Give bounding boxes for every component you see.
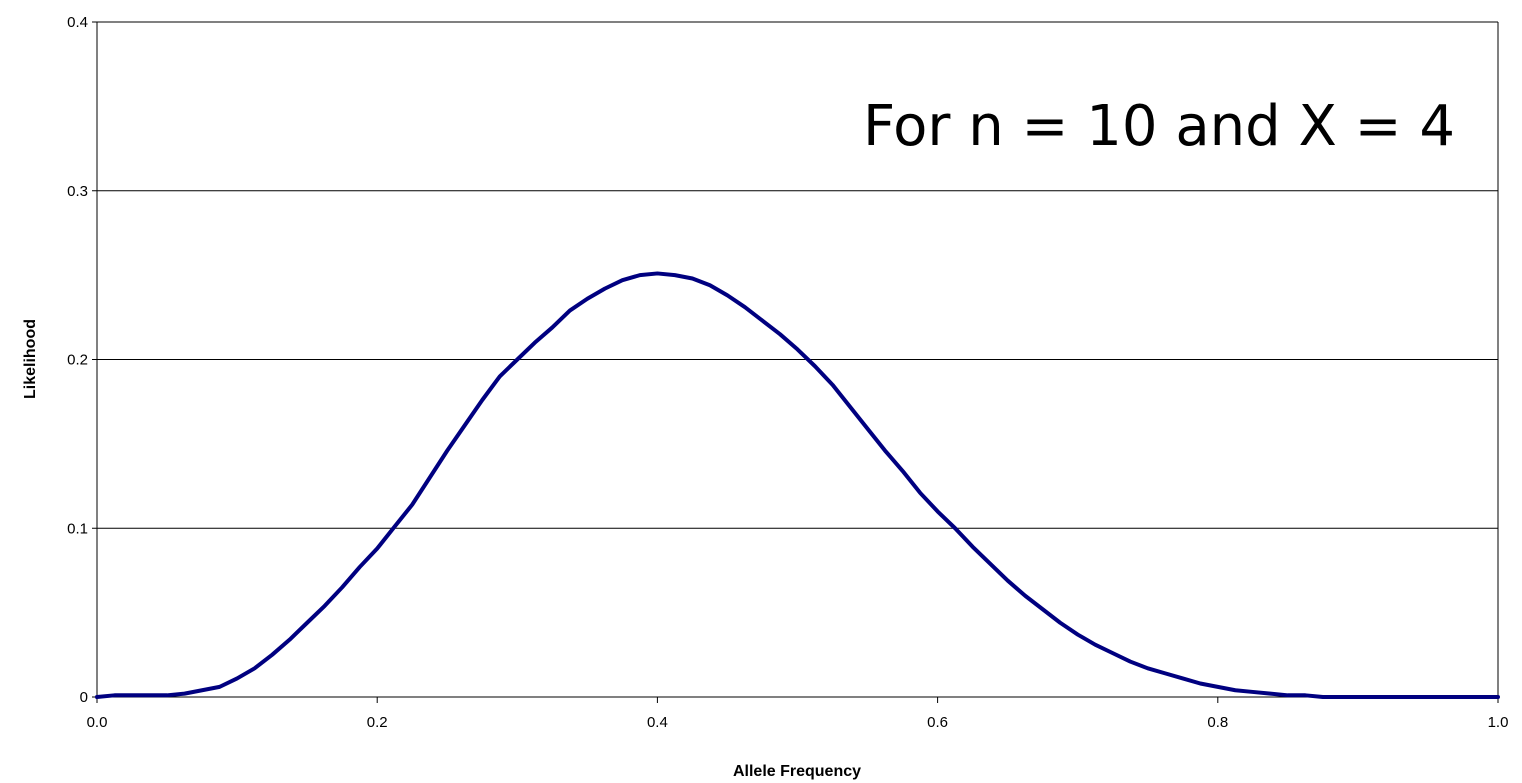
y-ticks: 0 0.1 0.2 0.3 0.4	[67, 14, 97, 706]
x-tick-label: 1.0	[1488, 714, 1509, 731]
likelihood-series-line	[95, 271, 1500, 699]
y-tick-label: 0.2	[67, 352, 88, 369]
x-tick-label: 0.2	[367, 714, 388, 731]
x-tick-label: 0.6	[927, 714, 948, 731]
y-tick-label: 0.1	[67, 520, 88, 537]
y-tick-label: 0.3	[67, 183, 88, 200]
y-tick-label: 0	[80, 689, 88, 706]
x-tick-label: 0.4	[647, 714, 668, 731]
chart-annotation: For n = 10 and X = 4	[863, 94, 1455, 159]
x-axis-title: Allele Frequency	[733, 763, 861, 780]
y-tick-label: 0.4	[67, 14, 88, 31]
gridlines	[97, 21, 1498, 529]
x-ticks: 0.0 0.2 0.4 0.6 0.8 1.0	[87, 697, 1509, 731]
x-tick-label: 0.0	[87, 714, 108, 731]
x-tick-label: 0.8	[1207, 714, 1228, 731]
y-axis-title: Likelihood	[22, 319, 39, 399]
